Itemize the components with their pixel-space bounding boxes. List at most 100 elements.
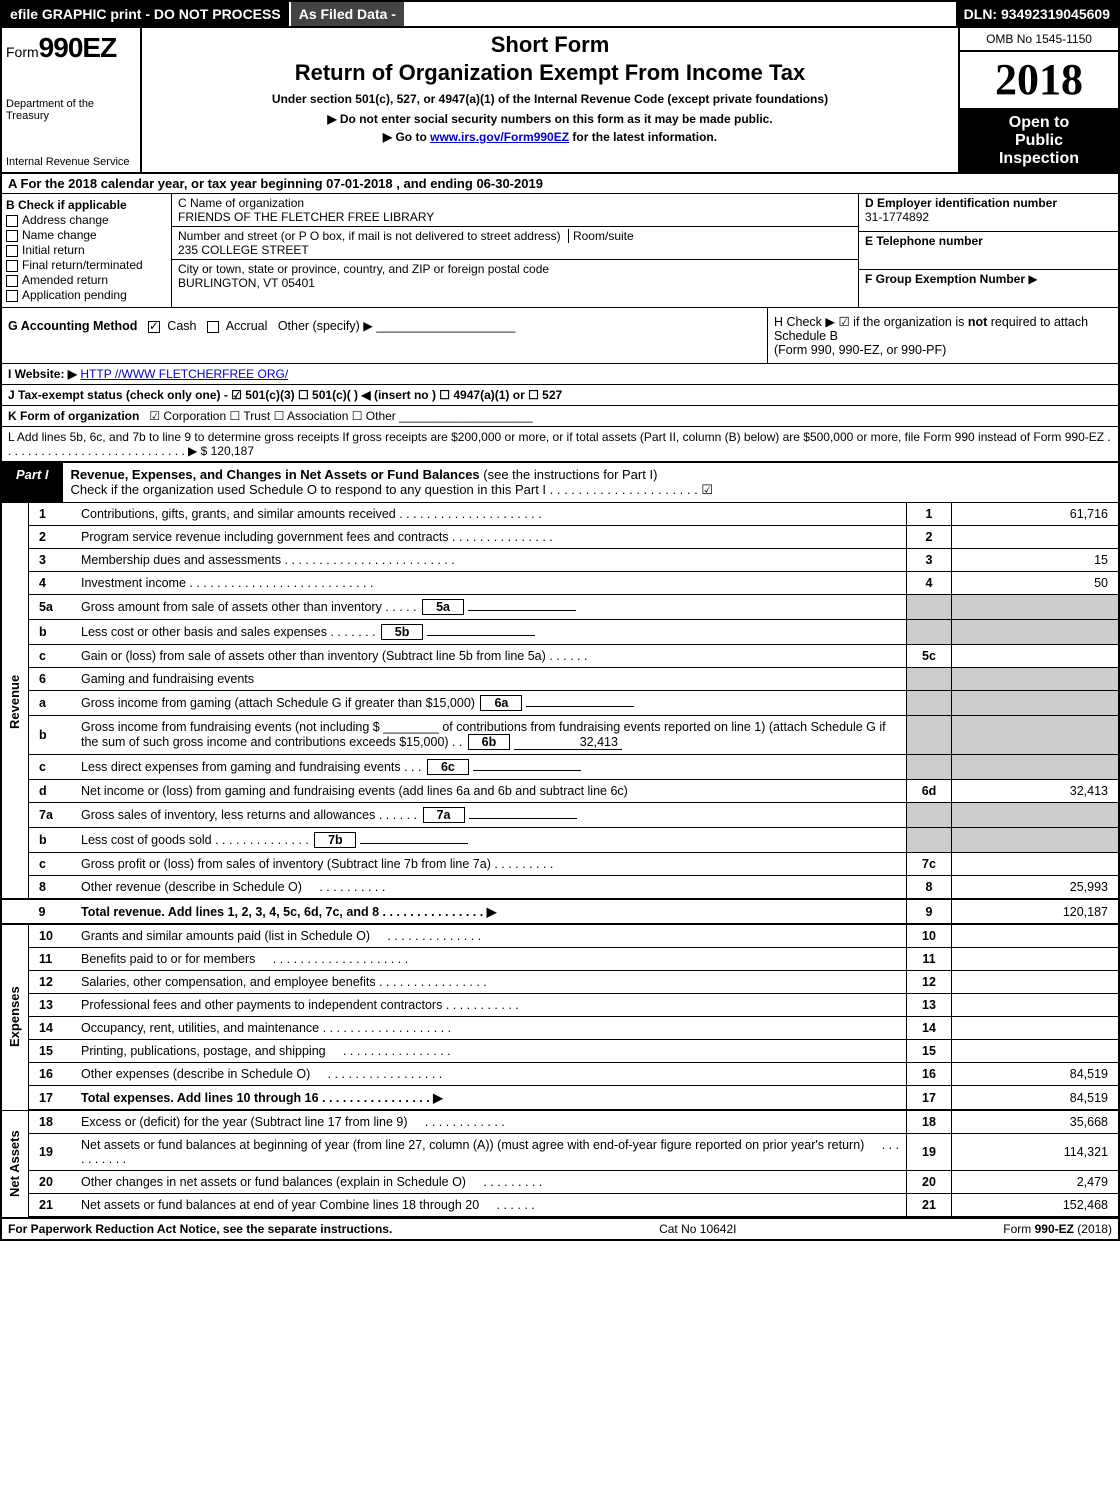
website-row: I Website: ▶ HTTP //WWW FLETCHERFREE ORG… xyxy=(0,364,1120,385)
part1-desc: Revenue, Expenses, and Changes in Net As… xyxy=(63,463,721,502)
table-row: 16 Other expenses (describe in Schedule … xyxy=(1,1063,1119,1086)
table-row: 14 Occupancy, rent, utilities, and maint… xyxy=(1,1017,1119,1040)
form-990ez: 990EZ xyxy=(39,32,117,63)
topbar-spacer xyxy=(404,2,956,26)
inner-box-7a: 7a xyxy=(423,807,465,823)
line-box: 20 xyxy=(907,1171,952,1194)
line-amount xyxy=(952,1040,1120,1063)
line-amount: 120,187 xyxy=(952,899,1120,924)
note2-pre: Go to xyxy=(395,130,430,144)
netassets-side-label: Net Assets xyxy=(1,1110,29,1217)
h-text1: H Check ▶ ☑ if the organization is xyxy=(774,315,968,329)
line-num: 10 xyxy=(29,924,76,948)
line-amount: 152,468 xyxy=(952,1194,1120,1218)
table-row: 13 Professional fees and other payments … xyxy=(1,994,1119,1017)
table-row: c Gross profit or (loss) from sales of i… xyxy=(1,853,1119,876)
line-num: 6 xyxy=(29,668,76,691)
c-name-label: C Name of organization xyxy=(178,196,852,210)
line-amount: 2,479 xyxy=(952,1171,1120,1194)
note-url: ▶ Go to www.irs.gov/Form990EZ for the la… xyxy=(148,130,952,144)
line-box: 5c xyxy=(907,645,952,668)
chk-initial[interactable]: Initial return xyxy=(6,243,167,257)
line-num: 12 xyxy=(29,971,76,994)
org-name: FRIENDS OF THE FLETCHER FREE LIBRARY xyxy=(178,210,852,224)
row-a-prefix: A For the 2018 calendar year, or tax yea… xyxy=(8,176,326,191)
inner-amt-5b xyxy=(427,635,535,636)
line-num: 17 xyxy=(29,1086,76,1111)
chk-name[interactable]: Name change xyxy=(6,228,167,242)
arrow-icon: ▶ xyxy=(1028,272,1037,286)
checkbox-icon xyxy=(6,290,18,302)
chk-final[interactable]: Final return/terminated xyxy=(6,258,167,272)
l7c-desc: Gross profit or (loss) from sales of inv… xyxy=(81,857,491,871)
room-label: Room/suite xyxy=(568,229,634,243)
l12-desc: Salaries, other compensation, and employ… xyxy=(81,975,376,989)
inner-amt-5a xyxy=(468,610,576,611)
line-num: 9 xyxy=(29,899,76,924)
gray-cell xyxy=(952,620,1120,645)
chk-address[interactable]: Address change xyxy=(6,213,167,227)
row-a-mid: , and ending xyxy=(396,176,476,191)
group-exempt-label: F Group Exemption Number xyxy=(865,272,1025,286)
line-amount: 35,668 xyxy=(952,1110,1120,1134)
line-amount: 84,519 xyxy=(952,1086,1120,1111)
section-bc: B Check if applicable Address change Nam… xyxy=(0,194,1120,308)
table-row: 20 Other changes in net assets or fund b… xyxy=(1,1171,1119,1194)
revenue-side-label: Revenue xyxy=(1,503,29,899)
line-num: d xyxy=(29,780,76,803)
l16-desc: Other expenses (describe in Schedule O) xyxy=(81,1067,310,1081)
chk-pending[interactable]: Application pending xyxy=(6,288,167,302)
line-num: 3 xyxy=(29,549,76,572)
table-row: b Gross income from fundraising events (… xyxy=(1,716,1119,755)
line-amount: 114,321 xyxy=(952,1134,1120,1171)
line-amount: 15 xyxy=(952,549,1120,572)
line-box: 8 xyxy=(907,876,952,900)
inner-box-7b: 7b xyxy=(314,832,356,848)
tax-exempt-text: J Tax-exempt status (check only one) - ☑… xyxy=(8,388,562,402)
gray-cell xyxy=(907,755,952,780)
line-num: b xyxy=(29,620,76,645)
app-pending-label: Application pending xyxy=(22,288,127,302)
line-box: 12 xyxy=(907,971,952,994)
part1-header: Part I Revenue, Expenses, and Changes in… xyxy=(0,463,1120,503)
line-desc: Gross income from fundraising events (no… xyxy=(75,716,907,755)
line-desc: Total expenses. Add lines 10 through 16 … xyxy=(75,1086,907,1111)
line-desc: Total revenue. Add lines 1, 2, 3, 4, 5c,… xyxy=(75,899,907,924)
line-box: 19 xyxy=(907,1134,952,1171)
line-amount: 32,413 xyxy=(952,780,1120,803)
line-num: b xyxy=(29,716,76,755)
website-label: I Website: ▶ xyxy=(8,367,77,381)
gray-cell xyxy=(952,595,1120,620)
table-row: 2 Program service revenue including gove… xyxy=(1,526,1119,549)
checkbox-icon xyxy=(6,245,18,257)
ein-block: D Employer identification number 31-1774… xyxy=(858,194,1118,232)
line-num: 11 xyxy=(29,948,76,971)
part1-checkline: Check if the organization used Schedule … xyxy=(71,482,713,497)
accounting-method: G Accounting Method Cash Accrual Other (… xyxy=(2,308,768,363)
chk-amended[interactable]: Amended return xyxy=(6,273,167,287)
line-amount xyxy=(952,971,1120,994)
website-link[interactable]: HTTP //WWW FLETCHERFREE ORG/ xyxy=(80,367,288,381)
form-number: Form990EZ xyxy=(6,32,136,64)
gray-cell xyxy=(952,828,1120,853)
line-box: 7c xyxy=(907,853,952,876)
main-title: Return of Organization Exempt From Incom… xyxy=(148,60,952,86)
city-label: City or town, state or province, country… xyxy=(178,262,852,276)
irs-link[interactable]: www.irs.gov/Form990EZ xyxy=(430,130,569,144)
checkbox-icon xyxy=(6,275,18,287)
cash-checkbox[interactable] xyxy=(148,321,160,333)
line-amount xyxy=(952,948,1120,971)
inspection: Inspection xyxy=(964,150,1114,168)
l-amount: 120,187 xyxy=(211,444,254,458)
l6a-desc: Gross income from gaming (attach Schedul… xyxy=(81,696,475,710)
l21-desc: Net assets or fund balances at end of ye… xyxy=(81,1198,479,1212)
year-end: 06-30-2019 xyxy=(476,176,543,191)
inner-box-5a: 5a xyxy=(422,599,464,615)
tax-year: 2018 xyxy=(960,52,1118,110)
title-cell: Short Form Return of Organization Exempt… xyxy=(142,28,958,172)
accrual-checkbox[interactable] xyxy=(207,321,219,333)
line-desc: Investment income . . . . . . . . . . . … xyxy=(75,572,907,595)
gray-cell xyxy=(907,620,952,645)
l1-desc: Contributions, gifts, grants, and simila… xyxy=(81,507,396,521)
form-header: Form990EZ Department of the Treasury Int… xyxy=(0,28,1120,174)
